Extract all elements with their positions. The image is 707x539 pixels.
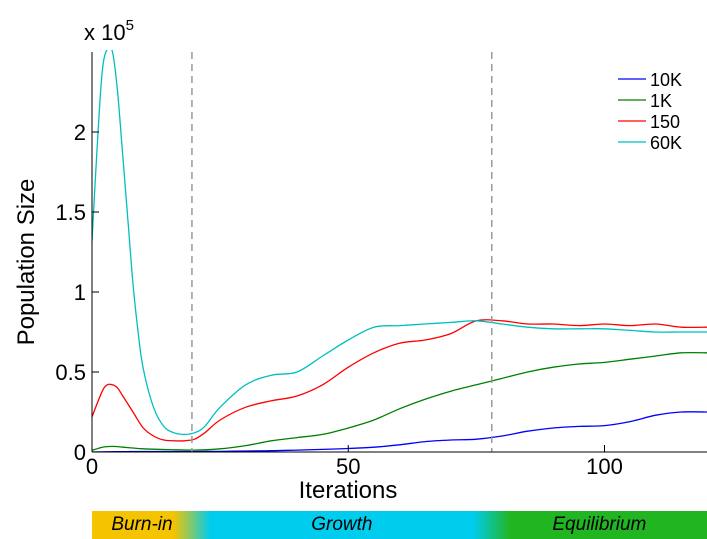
phase-label-growth: Growth [311, 514, 373, 535]
x-tick-label: 100 [586, 454, 623, 479]
phase-label-equilibrium: Equilibrium [552, 514, 647, 535]
legend-label-150: 150 [650, 112, 680, 132]
x-axis-label: Iterations [299, 477, 398, 504]
legend-label-60k: 60K [650, 133, 682, 153]
y-tick-label: 1 [74, 280, 86, 305]
series-line-60k [92, 50, 707, 436]
legend-label-10k: 10K [650, 70, 682, 90]
phase-bar: Burn-in Growth Equilibrium [92, 511, 707, 539]
y-exponent-power: 5 [126, 17, 134, 34]
series-line-10k [92, 411, 707, 452]
y-tick-label: 2 [74, 120, 86, 145]
series-layer [92, 50, 707, 452]
phase-label-burn-in: Burn-in [111, 514, 173, 535]
y-exponent-base: x 10 [84, 20, 126, 45]
y-tick-label: 0.5 [55, 360, 86, 385]
y-tick-label: 0 [74, 440, 86, 465]
phase-dividers [191, 52, 493, 452]
x-tick-label: 50 [336, 454, 360, 479]
series-line-1k [92, 351, 707, 452]
y-tick-label: 1.5 [55, 200, 86, 225]
x-tick-label: 0 [86, 454, 98, 479]
y-exponent-label: x 105 [84, 17, 134, 45]
y-axis-label: Population Size [13, 179, 40, 346]
series-line-150 [92, 319, 707, 442]
legend-label-1k: 1K [650, 91, 672, 111]
axes: 0 0.5 1 1.5 2 0 50 100 [55, 52, 707, 479]
